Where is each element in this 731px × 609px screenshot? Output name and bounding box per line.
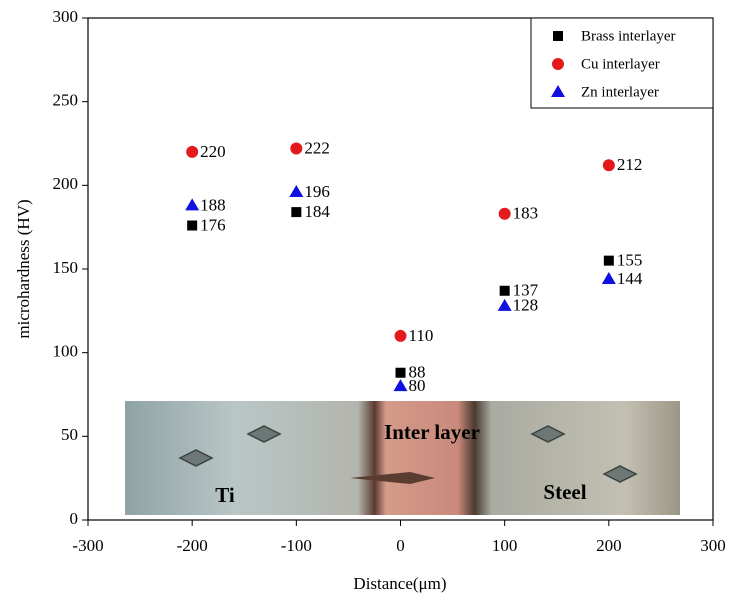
- y-tick-label: 300: [53, 7, 79, 26]
- marker-circle: [186, 146, 198, 158]
- y-tick-label: 0: [70, 509, 79, 528]
- x-tick-label: -200: [177, 536, 208, 555]
- x-axis-label: Distance(μm): [353, 574, 446, 593]
- data-label: 220: [200, 142, 226, 161]
- y-tick-label: 150: [53, 258, 79, 277]
- data-label: 212: [617, 155, 643, 174]
- x-tick-label: 0: [396, 536, 405, 555]
- y-tick-label: 100: [53, 342, 79, 361]
- data-label: 128: [513, 296, 539, 315]
- legend-label: Cu interlayer: [581, 56, 660, 72]
- data-label: 110: [409, 326, 434, 345]
- photo-annotation: Steel: [543, 480, 586, 504]
- data-label: 176: [200, 215, 226, 234]
- marker-triangle: [394, 379, 408, 391]
- legend: Brass interlayer Cu interlayer Zn interlay…: [531, 18, 713, 108]
- marker-square: [187, 220, 197, 230]
- marker-triangle: [185, 198, 199, 210]
- marker-triangle: [289, 185, 303, 197]
- data-label: 183: [513, 204, 539, 223]
- x-tick-label: -100: [281, 536, 312, 555]
- marker-circle: [603, 159, 615, 171]
- photo-annotation: Ti: [215, 483, 235, 507]
- legend-label: Zn interlayer: [581, 84, 659, 100]
- photo-annotation: Inter layer: [384, 420, 480, 444]
- data-label: 144: [617, 269, 643, 288]
- marker-triangle: [498, 299, 512, 311]
- y-axis-label: microhardness (HV): [14, 199, 33, 338]
- data-label: 155: [617, 251, 643, 270]
- y-tick-label: 250: [53, 91, 79, 110]
- data-label: 188: [200, 195, 226, 214]
- marker-square: [604, 256, 614, 266]
- marker-circle: [499, 208, 511, 220]
- x-tick-label: -300: [72, 536, 103, 555]
- y-tick-label: 50: [61, 425, 78, 444]
- inset-photo: [125, 401, 680, 515]
- marker-square: [291, 207, 301, 217]
- data-label: 184: [304, 202, 330, 221]
- data-label: 80: [409, 376, 426, 395]
- marker-circle: [290, 143, 302, 155]
- chart: Distance(μm) microhardness (HV) Brass in…: [0, 0, 731, 604]
- y-tick-label: 200: [53, 174, 79, 193]
- x-tick-label: 300: [700, 536, 726, 555]
- legend-label: Brass interlayer: [581, 28, 676, 44]
- marker-square: [396, 368, 406, 378]
- marker-triangle: [602, 272, 616, 284]
- marker-circle: [395, 330, 407, 342]
- marker-square: [500, 286, 510, 296]
- x-tick-label: 200: [596, 536, 622, 555]
- data-label: 222: [304, 138, 330, 157]
- x-tick-label: 100: [492, 536, 518, 555]
- marker-square: [553, 31, 563, 41]
- data-label: 196: [304, 182, 330, 201]
- marker-circle: [552, 58, 564, 70]
